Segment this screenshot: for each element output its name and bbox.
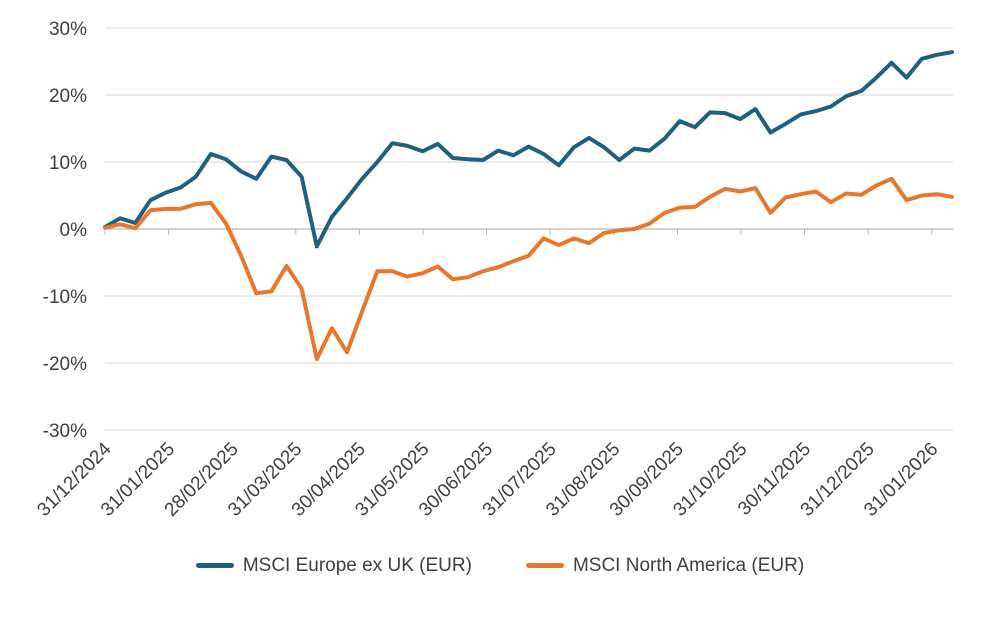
legend-item-north-america: MSCI North America (EUR)	[525, 555, 805, 576]
legend-label-north-america: MSCI North America (EUR)	[572, 555, 805, 576]
legend-item-europe: MSCI Europe ex UK (EUR)	[195, 555, 472, 576]
legend: MSCI Europe ex UK (EUR) MSCI North Ameri…	[0, 556, 1000, 575]
y-axis-label: 0%	[60, 220, 88, 241]
legend-swatch-europe	[195, 563, 234, 568]
series-line-europe	[103, 50, 954, 249]
series-line-north-america	[103, 176, 954, 361]
y-axis-label: -10%	[43, 287, 87, 308]
y-axis-label: -30%	[43, 421, 87, 442]
y-axis-label: 20%	[49, 86, 87, 107]
y-axis-label: 10%	[49, 153, 87, 174]
legend-label-europe: MSCI Europe ex UK (EUR)	[242, 555, 472, 576]
legend-swatch-north-america	[525, 563, 564, 568]
y-axis-label: -20%	[43, 354, 87, 375]
y-axis-label: 30%	[49, 19, 87, 40]
